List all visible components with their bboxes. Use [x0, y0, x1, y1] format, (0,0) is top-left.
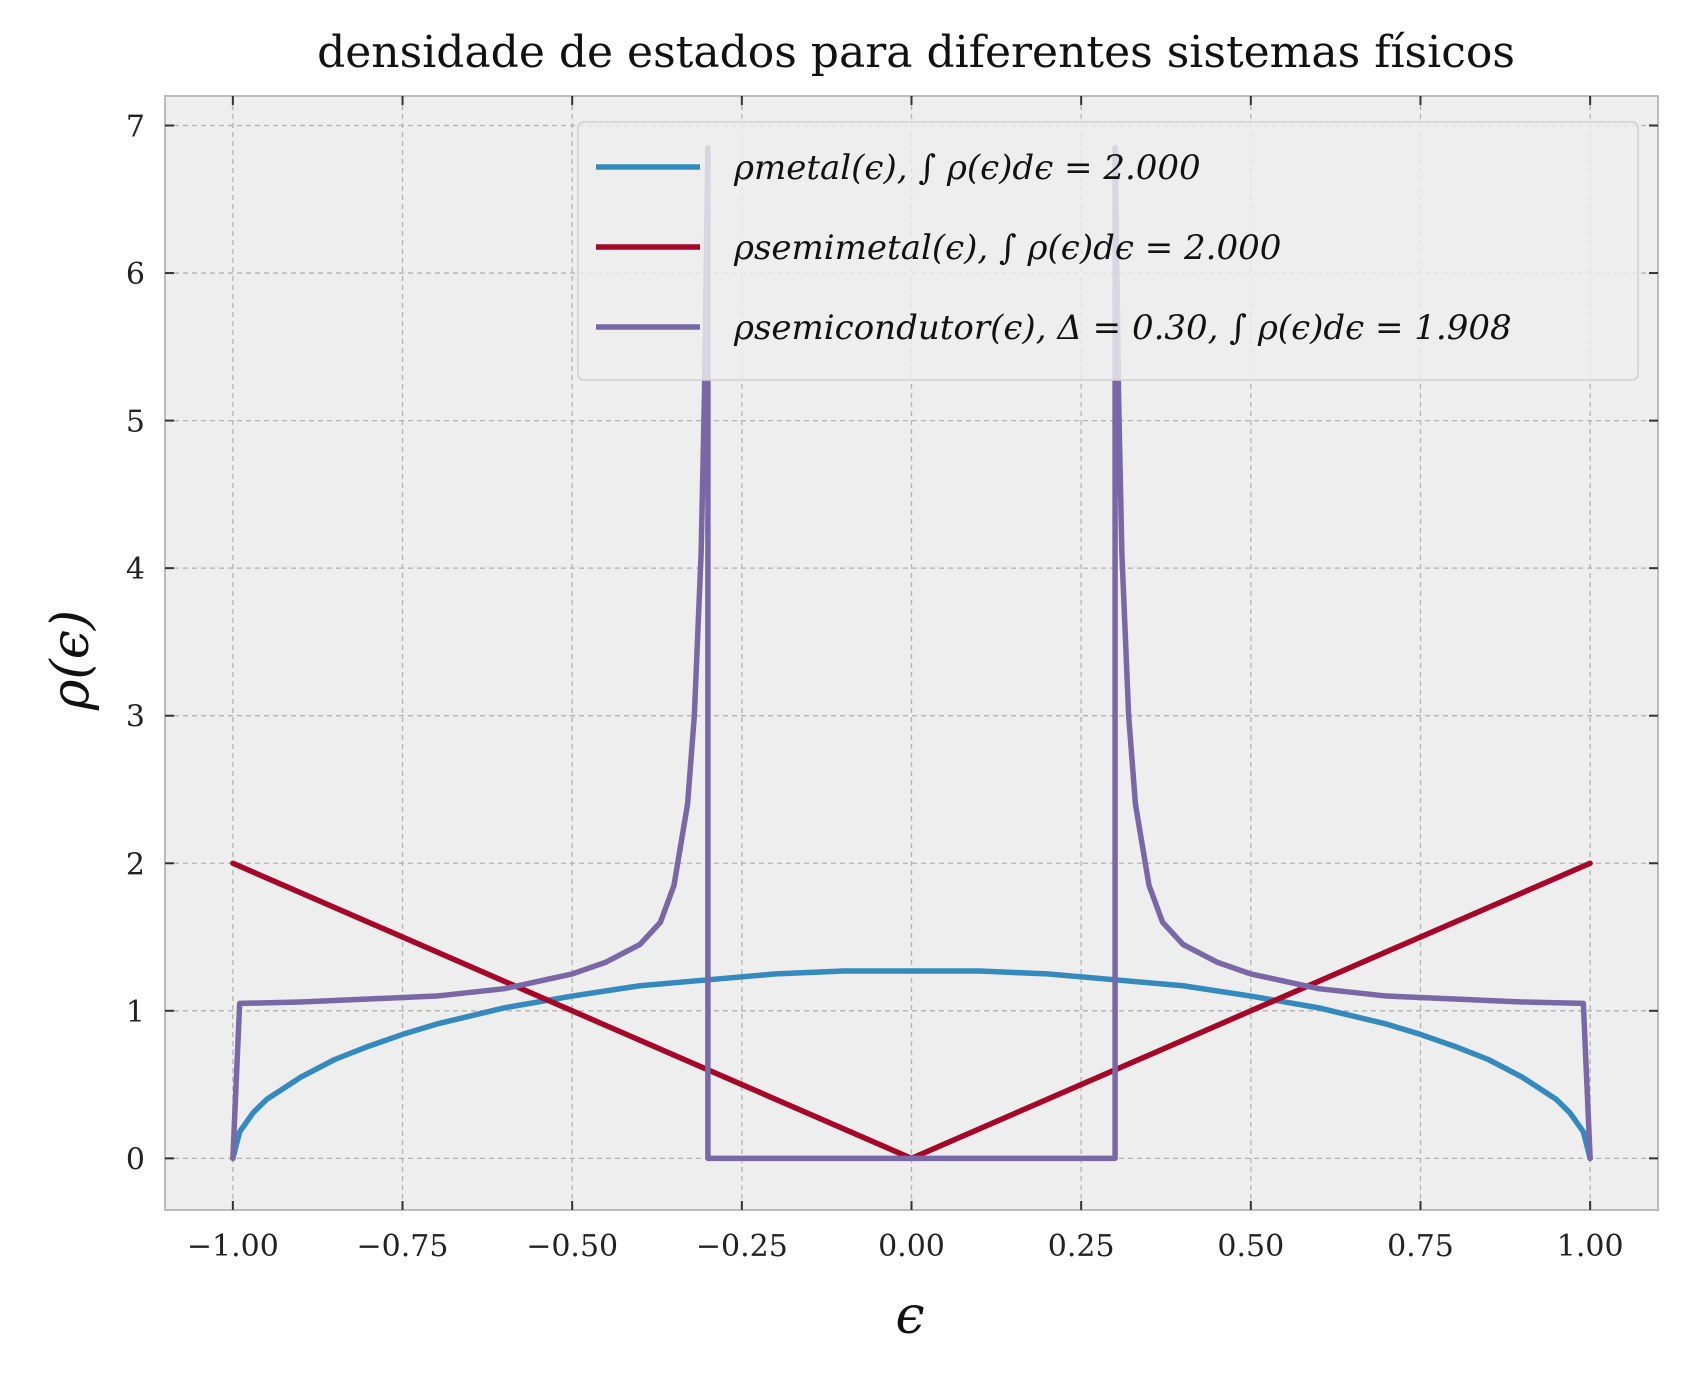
legend-label-semimetal: ρsemimetal(ϵ), ∫ ρ(ϵ)dϵ = 2.000 — [733, 228, 1281, 268]
x-tick-label: 0.50 — [1217, 1229, 1284, 1264]
x-tick-label: −0.25 — [696, 1229, 788, 1264]
x-tick-label: 0.75 — [1387, 1229, 1454, 1264]
chart-title: densidade de estados para diferentes sis… — [317, 27, 1515, 78]
y-tick-label: 0 — [126, 1142, 145, 1177]
y-tick-label: 5 — [126, 405, 145, 440]
y-tick-label: 6 — [126, 257, 145, 292]
series-layer — [230, 144, 1593, 1162]
y-tick-label: 1 — [126, 995, 145, 1030]
y-tick-label: 4 — [126, 552, 145, 587]
x-tick-label: −0.75 — [357, 1229, 449, 1264]
legend-label-metal: ρmetal(ϵ), ∫ ρ(ϵ)dϵ = 2.000 — [733, 148, 1201, 188]
x-tick-label: 1.00 — [1557, 1229, 1624, 1264]
y-tick-label: 3 — [126, 700, 145, 735]
y-tick-label: 2 — [126, 847, 145, 882]
legend-label-semicondutor: ρsemicondutor(ϵ), Δ = 0.30, ∫ ρ(ϵ)dϵ = 1… — [733, 308, 1512, 348]
y-tick-label: 7 — [126, 110, 145, 145]
legend: ρmetal(ϵ), ∫ ρ(ϵ)dϵ = 2.000 ρsemimetal(ϵ)… — [577, 121, 1639, 381]
series-line-semicondutor — [230, 144, 1593, 1162]
x-tick-label: 0.00 — [878, 1229, 945, 1264]
x-tick-label: −1.00 — [187, 1229, 279, 1264]
x-tick-label: 0.25 — [1048, 1229, 1115, 1264]
series-line-metal — [230, 968, 1593, 1162]
x-axis-label: ϵ — [895, 1286, 924, 1346]
x-tick-label: −0.50 — [526, 1229, 618, 1264]
legend-box — [577, 121, 1639, 381]
axis-ticks: −1.00 −0.75 −0.50 −0.25 0.00 0.25 0.50 0.75 1.00… — [126, 96, 1658, 1264]
y-axis-label: ρ(ϵ) — [41, 610, 101, 711]
